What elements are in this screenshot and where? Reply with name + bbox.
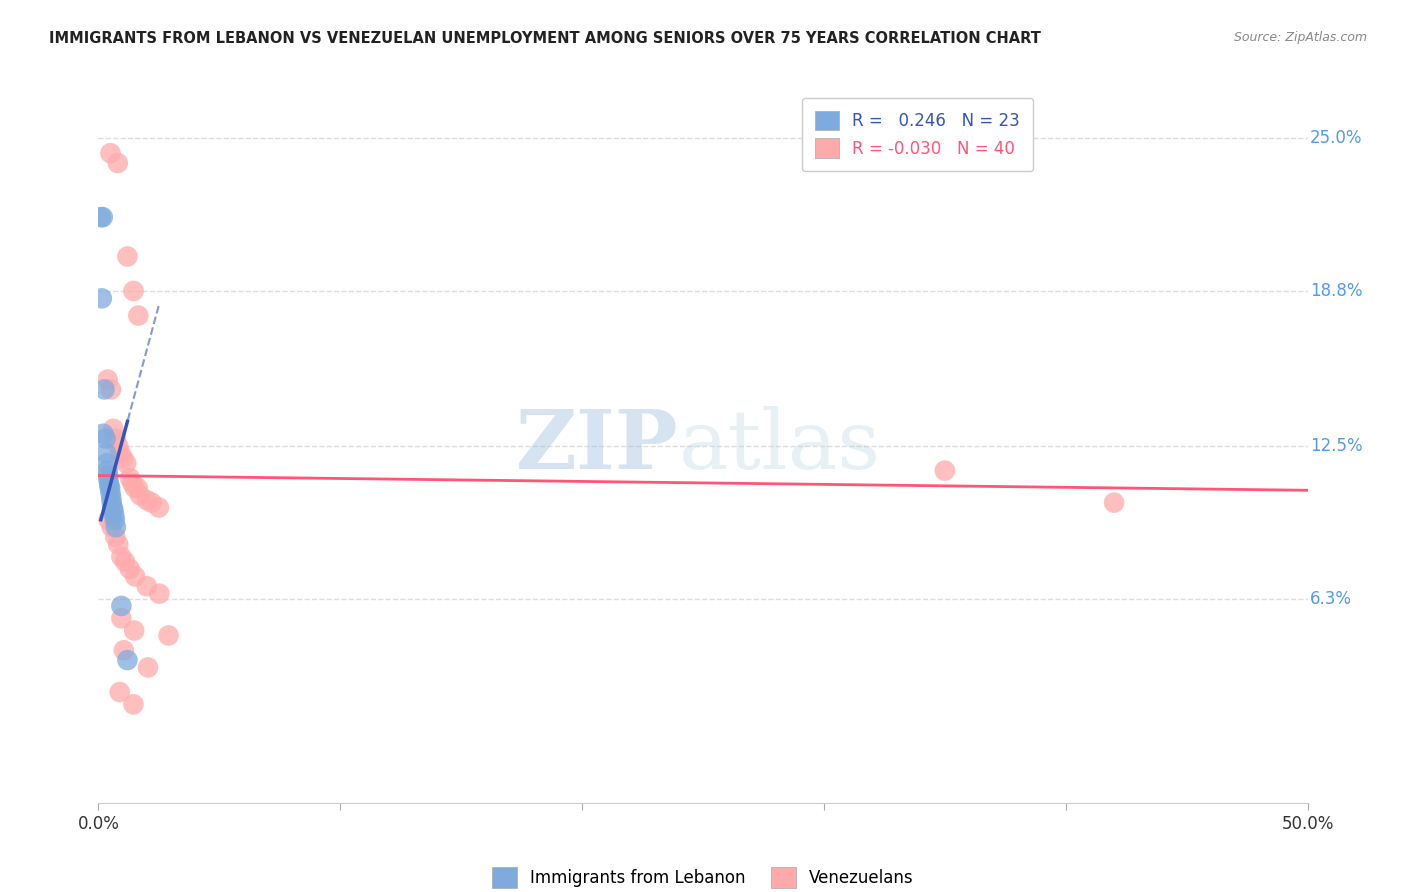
Point: [110, 549, 132, 564]
Text: 6.3%: 6.3%: [1310, 590, 1353, 607]
Point: [98, 481, 121, 495]
Point: [934, 464, 956, 478]
Point: [103, 503, 125, 517]
Point: [94, 432, 117, 446]
Point: [101, 500, 124, 515]
Point: [100, 383, 122, 397]
Point: [103, 508, 125, 522]
Legend: Immigrants from Lebanon, Venezuelans: Immigrants from Lebanon, Venezuelans: [485, 861, 921, 892]
Point: [100, 520, 122, 534]
Text: 12.5%: 12.5%: [1310, 437, 1362, 455]
Point: [124, 481, 146, 495]
Point: [148, 587, 170, 601]
Point: [97, 373, 120, 387]
Point: [93, 383, 115, 397]
Point: [122, 284, 145, 298]
Text: 18.8%: 18.8%: [1310, 282, 1362, 300]
Point: [122, 624, 145, 638]
Point: [117, 250, 139, 264]
Point: [97, 513, 120, 527]
Point: [107, 156, 129, 170]
Text: atlas: atlas: [679, 406, 882, 486]
Point: [135, 493, 157, 508]
Text: IMMIGRANTS FROM LEBANON VS VENEZUELAN UNEMPLOYMENT AMONG SENIORS OVER 75 YEARS C: IMMIGRANTS FROM LEBANON VS VENEZUELAN UN…: [49, 31, 1040, 46]
Point: [110, 599, 132, 613]
Point: [124, 569, 146, 583]
Point: [110, 611, 132, 625]
Point: [97, 464, 120, 478]
Point: [100, 485, 122, 500]
Point: [141, 495, 163, 509]
Point: [121, 475, 143, 490]
Text: Source: ZipAtlas.com: Source: ZipAtlas.com: [1233, 31, 1367, 45]
Point: [90, 210, 112, 224]
Point: [122, 698, 145, 712]
Point: [1102, 495, 1125, 509]
Point: [135, 579, 157, 593]
Point: [115, 456, 138, 470]
Point: [96, 446, 118, 460]
Point: [104, 513, 127, 527]
Point: [118, 562, 141, 576]
Point: [91, 210, 114, 224]
Point: [112, 643, 135, 657]
Point: [107, 537, 129, 551]
Point: [104, 432, 127, 446]
Point: [108, 685, 131, 699]
Point: [127, 481, 149, 495]
Point: [117, 653, 139, 667]
Point: [110, 446, 132, 460]
Point: [157, 628, 180, 642]
Point: [114, 555, 136, 569]
Point: [100, 491, 122, 505]
Point: [107, 439, 129, 453]
Point: [127, 309, 149, 323]
Point: [129, 488, 152, 502]
Point: [98, 478, 121, 492]
Point: [90, 291, 112, 305]
Point: [148, 500, 170, 515]
Point: [118, 471, 141, 485]
Point: [104, 530, 127, 544]
Text: 25.0%: 25.0%: [1310, 129, 1362, 147]
Point: [100, 495, 122, 509]
Point: [97, 474, 120, 488]
Point: [104, 520, 127, 534]
Point: [96, 456, 118, 470]
Point: [136, 660, 159, 674]
Point: [112, 451, 135, 466]
Point: [97, 468, 120, 483]
Point: [100, 146, 122, 161]
Point: [103, 422, 125, 436]
Point: [91, 426, 114, 441]
Text: ZIP: ZIP: [516, 406, 679, 486]
